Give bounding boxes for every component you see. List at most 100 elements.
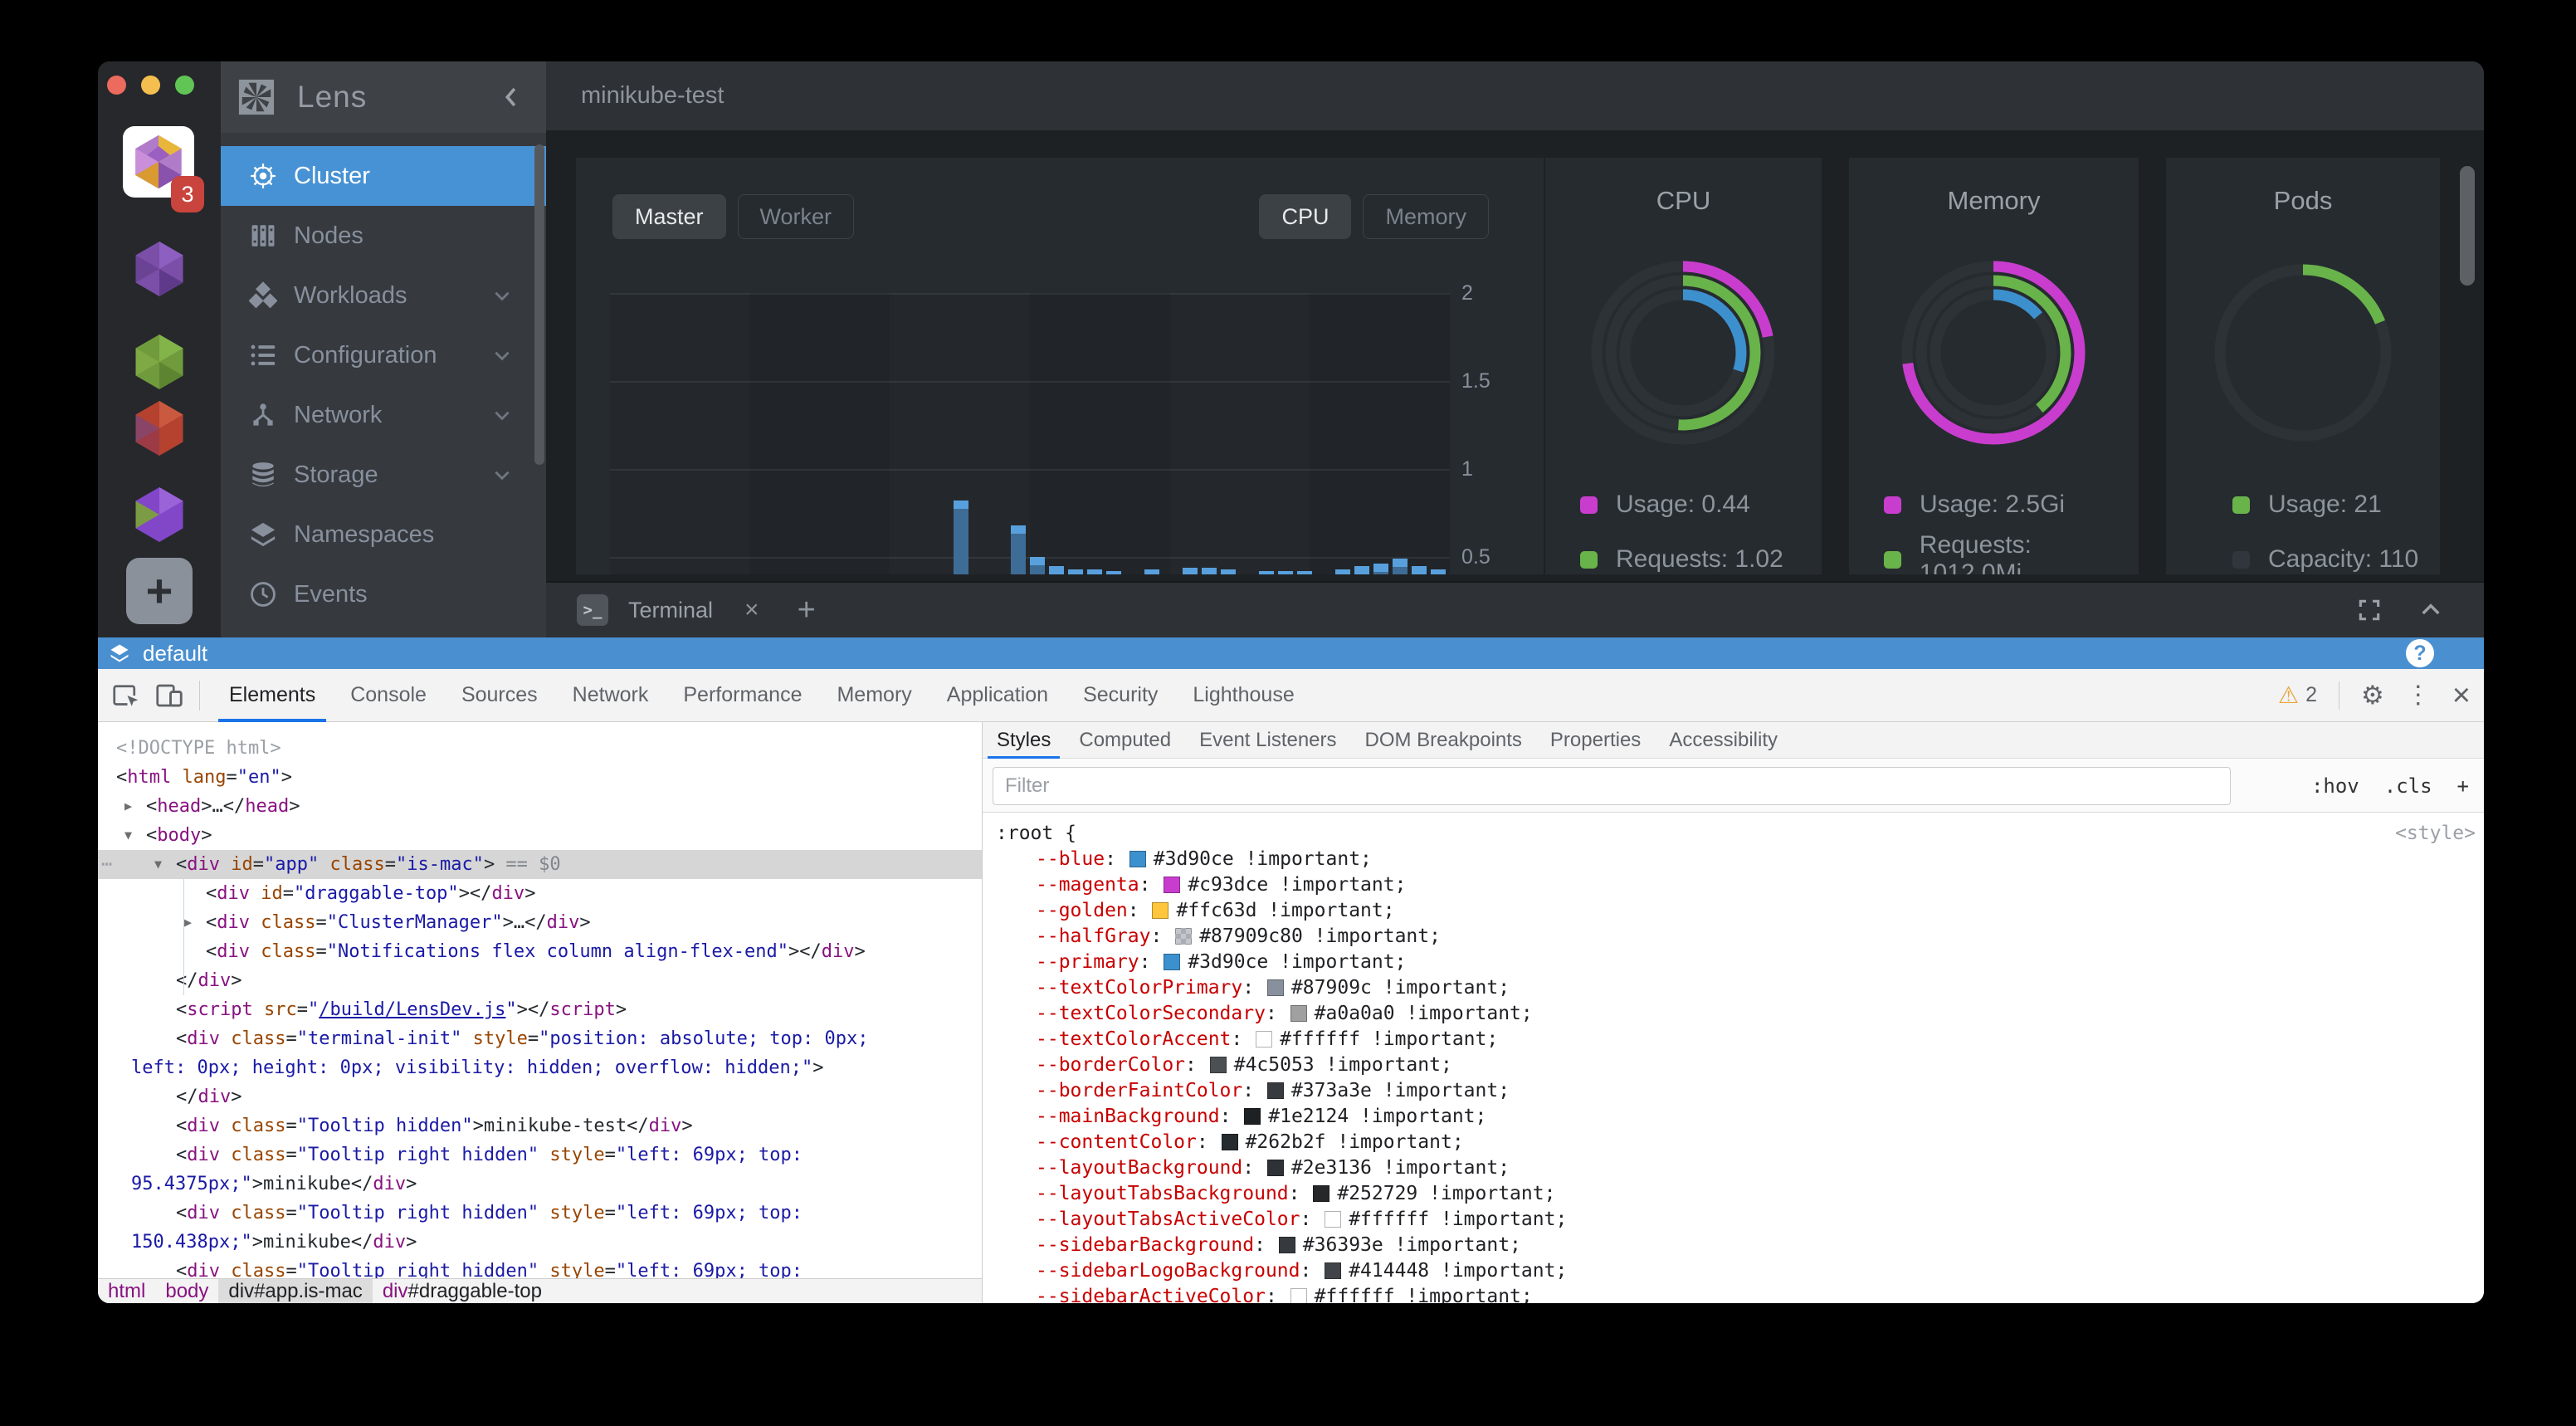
toggle-hover-state-button[interactable]: :hov	[2310, 774, 2359, 798]
color-swatch[interactable]	[1290, 1005, 1307, 1022]
terminal-close-icon[interactable]: ×	[744, 596, 759, 623]
dom-tree-line[interactable]: </div>	[176, 1087, 242, 1107]
breadcrumb-item[interactable]: div #app.is-mac	[218, 1278, 373, 1303]
new-style-rule-button[interactable]: +	[2456, 774, 2469, 798]
dock-fullscreen-icon[interactable]	[2356, 597, 2383, 623]
minimize-window-button[interactable]	[141, 76, 160, 95]
styles-tab-computed[interactable]: Computed	[1079, 728, 1172, 751]
css-property[interactable]: --sidebarBackground: #36393e !important;	[1036, 1234, 1521, 1256]
css-property[interactable]: --textColorSecondary: #a0a0a0 !important…	[1036, 1003, 1533, 1024]
color-swatch[interactable]	[1152, 902, 1169, 919]
color-swatch[interactable]	[1290, 1288, 1307, 1303]
memory-toggle-button[interactable]: Memory	[1363, 194, 1489, 239]
devtools-tab-elements[interactable]: Elements	[212, 669, 333, 722]
color-swatch[interactable]	[1175, 928, 1193, 945]
css-property[interactable]: --layoutTabsActiveColor: #ffffff !import…	[1036, 1209, 1568, 1230]
styles-tab-dom-breakpoints[interactable]: DOM Breakpoints	[1364, 728, 1522, 751]
color-swatch[interactable]	[1164, 877, 1181, 893]
sidebar-item-cluster[interactable]: Cluster	[221, 146, 546, 206]
worker-toggle-button[interactable]: Worker	[737, 194, 855, 239]
color-swatch[interactable]	[1129, 851, 1146, 867]
dom-tree-line[interactable]: <div class="Notifications flex column al…	[206, 941, 866, 962]
sidebar-item-network[interactable]: Network	[221, 385, 546, 445]
color-swatch[interactable]	[1164, 954, 1181, 970]
css-property[interactable]: --golden: #ffc63d !important;	[1036, 900, 1395, 921]
color-swatch[interactable]	[1221, 1134, 1238, 1150]
css-property[interactable]: --layoutTabsBackground: #252729 !importa…	[1036, 1183, 1556, 1204]
devtools-close-icon[interactable]: ×	[2452, 677, 2471, 713]
color-swatch[interactable]	[1266, 979, 1284, 996]
close-window-button[interactable]	[107, 76, 126, 95]
dom-tree-line[interactable]: 150.438px;">minikube</div>	[131, 1232, 417, 1253]
inspect-element-icon[interactable]	[111, 681, 141, 711]
color-swatch[interactable]	[1209, 1057, 1227, 1073]
sidebar-item-storage[interactable]: Storage	[221, 445, 546, 505]
cluster-item-2[interactable]	[129, 239, 189, 299]
color-swatch[interactable]	[1266, 1082, 1284, 1099]
style-source-link[interactable]: <style>	[2395, 823, 2476, 844]
dom-tree-line[interactable]: ▶ <head>…</head>	[98, 792, 982, 821]
cluster-item-5[interactable]	[129, 485, 189, 545]
device-toolbar-icon[interactable]	[154, 681, 184, 711]
dom-tree-line[interactable]: ▼ <body>	[98, 821, 982, 850]
devtools-tab-application[interactable]: Application	[946, 683, 1049, 706]
css-property[interactable]: --magenta: #c93dce !important;	[1036, 874, 1407, 896]
dom-tree-line[interactable]: left: 0px; height: 0px; visibility: hidd…	[131, 1057, 824, 1078]
color-swatch[interactable]	[1325, 1211, 1342, 1228]
expand-arrow-icon[interactable]: ▶	[124, 798, 133, 813]
color-swatch[interactable]	[1256, 1031, 1273, 1048]
devtools-settings-icon[interactable]: ⚙	[2361, 680, 2384, 710]
color-swatch[interactable]	[1278, 1237, 1295, 1253]
toggle-class-button[interactable]: .cls	[2383, 774, 2432, 798]
styles-filter-input[interactable]	[993, 767, 2231, 805]
devtools-tab-performance[interactable]: Performance	[683, 683, 803, 706]
sidebar-item-nodes[interactable]: Nodes	[221, 206, 546, 266]
dom-tree-line[interactable]: <html lang="en">	[116, 767, 292, 788]
sidebar-item-configuration[interactable]: Configuration	[221, 325, 546, 385]
help-button[interactable]: ?	[2406, 639, 2434, 667]
cpu-toggle-button[interactable]: CPU	[1259, 194, 1352, 239]
css-property[interactable]: --textColorAccent: #ffffff !important;	[1036, 1028, 1499, 1050]
devtools-tab-network[interactable]: Network	[572, 683, 649, 706]
dom-tree-line[interactable]: 95.4375px;">minikube</div>	[131, 1174, 417, 1194]
sidebar-scrollbar[interactable]	[534, 144, 544, 465]
css-property[interactable]: --textColorPrimary: #87909c !important;	[1036, 977, 1510, 999]
styles-tab-event-listeners[interactable]: Event Listeners	[1199, 728, 1337, 751]
css-property[interactable]: --primary: #3d90ce !important;	[1036, 951, 1407, 973]
css-property[interactable]: --blue: #3d90ce !important;	[1036, 848, 1372, 870]
console-warning-badge[interactable]: ⚠ 2	[2278, 681, 2317, 709]
cluster-item-3[interactable]	[129, 332, 189, 392]
dom-tree-line[interactable]: ▼ ⋯ <div id="app" class="is-mac"> == $0	[98, 850, 982, 879]
dom-tree-line[interactable]: <div id="draggable-top"></div>	[206, 883, 536, 904]
css-property[interactable]: --borderColor: #4c5053 !important;	[1036, 1054, 1452, 1076]
css-property[interactable]: --layoutBackground: #2e3136 !important;	[1036, 1157, 1510, 1179]
devtools-tab-security[interactable]: Security	[1083, 683, 1159, 706]
color-swatch[interactable]	[1244, 1108, 1261, 1125]
devtools-tab-memory[interactable]: Memory	[837, 683, 912, 706]
dom-tree-line[interactable]: <div class="terminal-init" style="positi…	[176, 1028, 869, 1049]
devtools-tab-console[interactable]: Console	[350, 683, 427, 706]
collapse-arrow-icon[interactable]: ▼	[124, 828, 133, 842]
master-toggle-button[interactable]: Master	[612, 194, 726, 239]
css-property[interactable]: --borderFaintColor: #373a3e !important;	[1036, 1080, 1510, 1101]
styles-tab-accessibility[interactable]: Accessibility	[1669, 728, 1778, 751]
sidebar-item-namespaces[interactable]: Namespaces	[221, 505, 546, 564]
sidebar-collapse-icon[interactable]	[498, 83, 526, 111]
cluster-item-4[interactable]	[129, 398, 189, 458]
cluster-item-active[interactable]	[123, 126, 194, 198]
dom-tree-line[interactable]: <div class="Tooltip hidden">minikube-tes…	[176, 1116, 693, 1136]
expand-arrow-icon[interactable]: ▶	[184, 915, 193, 930]
collapse-arrow-icon[interactable]: ▼	[154, 857, 163, 872]
color-swatch[interactable]	[1266, 1160, 1284, 1176]
devtools-menu-icon[interactable]: ⋮	[2405, 681, 2431, 709]
dom-tree-line[interactable]: <!DOCTYPE html>	[116, 738, 281, 759]
css-property[interactable]: --sidebarActiveColor: #ffffff !important…	[1036, 1286, 1533, 1303]
dom-tree-line[interactable]: <div class="Tooltip right hidden" style=…	[176, 1261, 803, 1278]
dom-tree-line[interactable]: <div class="Tooltip right hidden" style=…	[176, 1145, 803, 1165]
dom-tree-line[interactable]: <div class="Tooltip right hidden" style=…	[176, 1203, 803, 1223]
css-property[interactable]: --halfGray: #87909c80 !important;	[1036, 925, 1441, 947]
content-scrollbar[interactable]	[2460, 166, 2475, 286]
css-property[interactable]: --sidebarLogoBackground: #414448 !import…	[1036, 1260, 1568, 1282]
dom-tree-line[interactable]: <script src="/build/LensDev.js"></script…	[176, 999, 627, 1020]
styles-tab-properties[interactable]: Properties	[1549, 728, 1642, 751]
